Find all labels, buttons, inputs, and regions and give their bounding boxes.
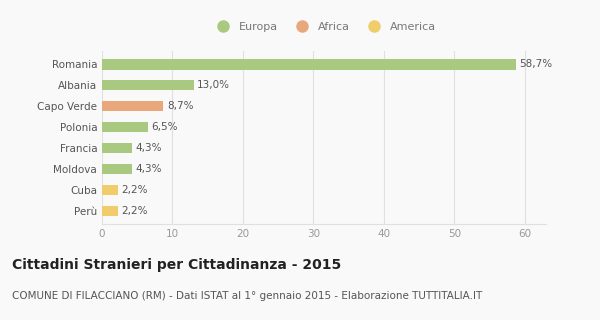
Bar	[102, 164, 133, 174]
Text: 6,5%: 6,5%	[151, 122, 178, 132]
Text: 2,2%: 2,2%	[121, 206, 148, 216]
Text: 13,0%: 13,0%	[197, 80, 230, 90]
Legend: Europa, Africa, America: Europa, Africa, America	[209, 19, 439, 36]
Bar	[102, 59, 515, 69]
Bar	[102, 143, 133, 153]
Text: 4,3%: 4,3%	[136, 143, 163, 153]
Text: 2,2%: 2,2%	[121, 185, 148, 195]
Text: Cittadini Stranieri per Cittadinanza - 2015: Cittadini Stranieri per Cittadinanza - 2…	[12, 258, 341, 272]
Bar	[102, 80, 194, 91]
Text: 8,7%: 8,7%	[167, 101, 193, 111]
Bar	[102, 122, 148, 132]
Bar	[102, 101, 163, 111]
Text: 58,7%: 58,7%	[519, 59, 553, 69]
Bar	[102, 185, 118, 195]
Bar	[102, 206, 118, 216]
Text: COMUNE DI FILACCIANO (RM) - Dati ISTAT al 1° gennaio 2015 - Elaborazione TUTTITA: COMUNE DI FILACCIANO (RM) - Dati ISTAT a…	[12, 291, 482, 301]
Text: 4,3%: 4,3%	[136, 164, 163, 174]
